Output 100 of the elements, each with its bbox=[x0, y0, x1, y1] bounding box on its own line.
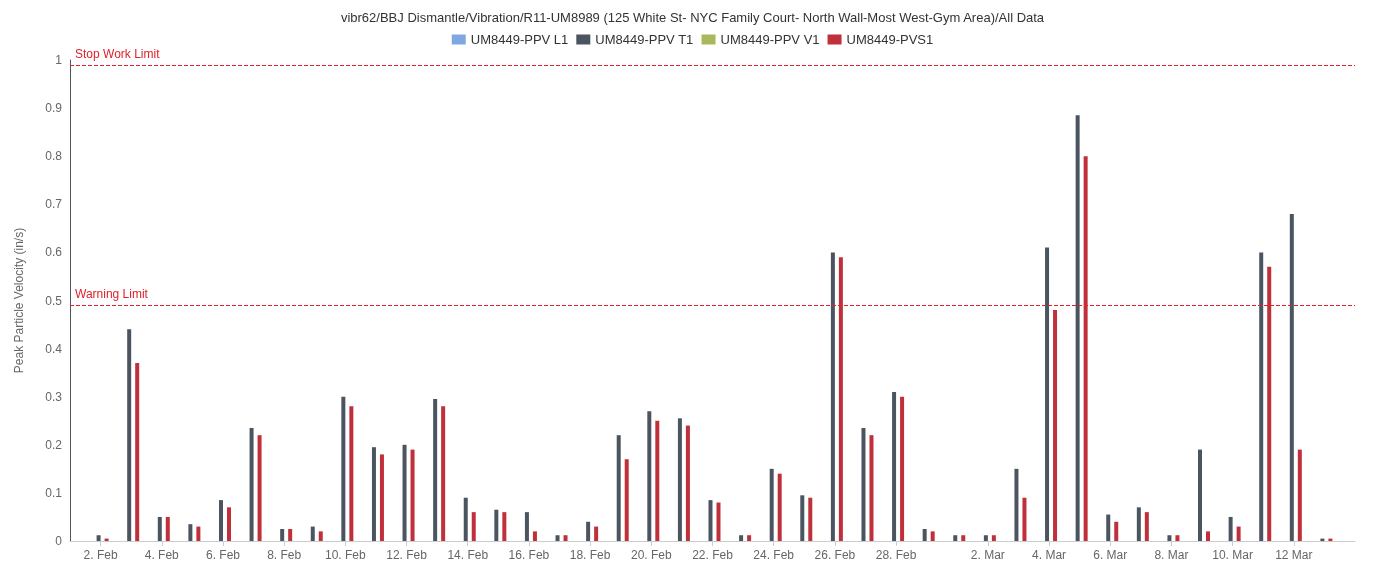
bar bbox=[341, 396, 346, 541]
bar bbox=[249, 427, 254, 541]
y-tick-label: 0.3 bbox=[45, 389, 63, 404]
bar bbox=[1206, 531, 1211, 541]
bar bbox=[655, 420, 660, 541]
bar bbox=[1167, 535, 1172, 541]
bar bbox=[349, 406, 354, 541]
bar bbox=[769, 468, 774, 541]
bar bbox=[869, 435, 874, 541]
bar bbox=[1136, 507, 1141, 541]
bar bbox=[930, 531, 935, 541]
legend-label: UM8449-PPV V1 bbox=[720, 32, 820, 47]
bar bbox=[563, 535, 568, 541]
bar bbox=[96, 535, 101, 541]
bar bbox=[1014, 468, 1019, 541]
bar bbox=[677, 418, 682, 541]
bar bbox=[310, 526, 315, 541]
bar bbox=[861, 427, 866, 541]
x-tick-label: 4. Feb bbox=[144, 548, 180, 562]
bar bbox=[961, 535, 966, 541]
x-tick-label: 28. Feb bbox=[875, 548, 917, 562]
y-tick-label: 0.8 bbox=[45, 149, 63, 164]
y-tick-label: 0.4 bbox=[45, 341, 63, 356]
bar bbox=[747, 535, 752, 541]
bar bbox=[616, 435, 621, 541]
bar bbox=[1053, 310, 1058, 541]
bar bbox=[226, 507, 231, 541]
bar bbox=[716, 502, 721, 541]
bar bbox=[1236, 526, 1241, 541]
bar bbox=[1198, 449, 1203, 541]
y-tick-label: 0.7 bbox=[45, 197, 63, 212]
x-tick-label: 26. Feb bbox=[814, 548, 856, 562]
bar bbox=[371, 447, 376, 541]
bar bbox=[922, 528, 927, 541]
x-tick-label: 10. Mar bbox=[1212, 548, 1253, 562]
x-tick-label: 18. Feb bbox=[569, 548, 611, 562]
bar bbox=[624, 459, 629, 541]
bar bbox=[494, 509, 499, 541]
bar bbox=[983, 535, 988, 541]
x-tick-label: 2. Mar bbox=[970, 548, 1005, 562]
bar bbox=[594, 526, 599, 541]
x-tick-label: 2. Feb bbox=[83, 548, 118, 562]
ref-line-label: Warning Limit bbox=[75, 287, 149, 302]
bar bbox=[1022, 497, 1027, 541]
ref-line-label: Stop Work Limit bbox=[75, 46, 161, 61]
x-tick-label: 16. Feb bbox=[508, 548, 550, 562]
bar bbox=[838, 257, 843, 541]
bar bbox=[1083, 156, 1088, 541]
bar bbox=[777, 473, 782, 541]
bar bbox=[127, 329, 132, 541]
bar bbox=[892, 391, 897, 541]
y-axis-title: Peak Particle Velocity (in/s) bbox=[12, 227, 26, 374]
bar bbox=[647, 411, 652, 541]
x-tick-label: 12 Mar bbox=[1275, 548, 1313, 562]
bar bbox=[1045, 247, 1050, 541]
bar bbox=[502, 512, 507, 541]
bar bbox=[685, 425, 690, 541]
x-tick-label: 6. Feb bbox=[205, 548, 241, 562]
bar bbox=[1075, 115, 1080, 541]
bar bbox=[1228, 516, 1233, 541]
x-tick-label: 22. Feb bbox=[692, 548, 734, 562]
bar bbox=[410, 449, 415, 541]
x-tick-label: 10. Feb bbox=[325, 548, 367, 562]
bar bbox=[524, 512, 529, 541]
bar bbox=[1297, 449, 1302, 541]
legend-label: UM8449-PPV T1 bbox=[595, 32, 694, 47]
bar bbox=[830, 252, 835, 541]
legend-label: UM8449-PVS1 bbox=[846, 32, 934, 47]
x-tick-label: 6. Mar bbox=[1093, 548, 1128, 562]
x-tick-label: 12. Feb bbox=[386, 548, 428, 562]
legend-label: UM8449-PPV L1 bbox=[470, 32, 569, 47]
chart-title: vibr62/BBJ Dismantle/Vibration/R11-UM8989 (125 White St- NYC Family Court- North Wall-Most West-Gym Area)/All Data bbox=[340, 10, 1045, 25]
bar bbox=[586, 521, 591, 541]
bar bbox=[441, 406, 446, 541]
bar bbox=[433, 399, 438, 541]
bar bbox=[800, 495, 805, 541]
bar bbox=[808, 497, 813, 541]
y-tick-label: 0.9 bbox=[45, 101, 63, 116]
x-tick-label: 8. Mar bbox=[1154, 548, 1189, 562]
bar bbox=[1267, 266, 1272, 541]
bar bbox=[165, 516, 170, 541]
y-tick-label: 0 bbox=[55, 534, 63, 548]
y-tick-label: 0.1 bbox=[45, 485, 63, 500]
bar bbox=[739, 535, 744, 541]
bar bbox=[532, 531, 537, 541]
y-tick-label: 0.2 bbox=[45, 437, 63, 452]
bar bbox=[1106, 514, 1111, 541]
bar bbox=[135, 363, 140, 541]
bar bbox=[1259, 252, 1264, 541]
bar bbox=[708, 500, 713, 541]
bar bbox=[218, 500, 223, 541]
bar bbox=[402, 444, 407, 541]
bar bbox=[288, 528, 293, 541]
x-tick-label: 4. Mar bbox=[1032, 548, 1067, 562]
x-tick-label: 14. Feb bbox=[447, 548, 489, 562]
bar bbox=[953, 535, 958, 541]
bar bbox=[471, 512, 476, 541]
bar bbox=[257, 435, 262, 541]
bar bbox=[1114, 521, 1119, 541]
bar bbox=[463, 497, 468, 541]
